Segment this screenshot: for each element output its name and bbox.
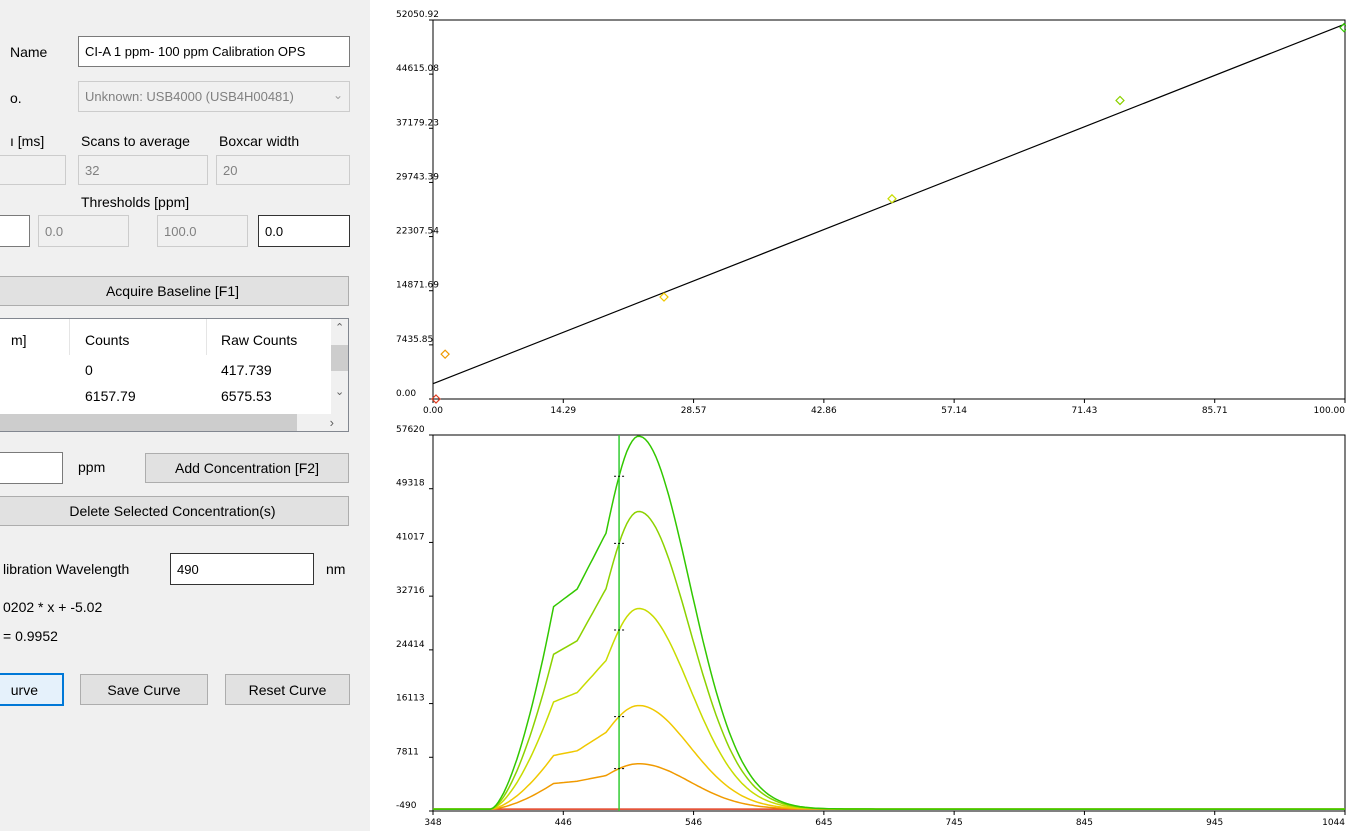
h-scrollbar-thumb[interactable] xyxy=(0,414,297,431)
x-tick-label: 42.86 xyxy=(811,406,837,416)
vertical-scrollbar[interactable]: ⌃ ⌄ xyxy=(331,319,348,415)
nm-unit-label: nm xyxy=(326,561,346,577)
spectrum-series-line xyxy=(433,435,1345,810)
r-squared-value: = 0.9952 xyxy=(3,628,58,644)
thresholds-label: Thresholds [ppm] xyxy=(81,194,190,210)
y-tick-label: 7435.85 xyxy=(396,335,433,345)
calibration-point[interactable] xyxy=(1115,95,1125,106)
calibration-point[interactable] xyxy=(1339,22,1346,33)
scroll-right-icon[interactable]: › xyxy=(329,415,334,430)
ppm-unit-label: ppm xyxy=(78,459,106,475)
x-tick-label: 100.00 xyxy=(1314,406,1346,416)
device-label: o. xyxy=(10,90,22,106)
x-tick-label: 845 xyxy=(1076,818,1093,828)
x-tick-label: 0.00 xyxy=(423,406,443,416)
y-tick-label: 44615.08 xyxy=(396,64,439,74)
chevron-down-icon: ⌄ xyxy=(332,88,343,102)
calibration-wavelength-input[interactable]: 490 xyxy=(170,553,314,585)
y-tick-label: 49318 xyxy=(396,479,425,489)
table-cell-counts: 6157.79 xyxy=(85,388,136,404)
x-tick-label: 745 xyxy=(946,818,963,828)
boxcar-width-label: Boxcar width xyxy=(219,133,300,149)
table-cell-counts: 0 xyxy=(85,362,93,378)
threshold-value-input[interactable]: 0.0 xyxy=(258,215,350,247)
calibration-curve-chart[interactable]: 0.00 7435.85 14871.69 22307.54 29743.39 37179… xyxy=(370,0,1346,418)
table-header-raw-counts[interactable]: Raw Counts xyxy=(221,332,298,348)
y-tick-label: 52050.92 xyxy=(396,10,439,20)
x-tick-label: 348 xyxy=(424,818,441,828)
table-header-counts[interactable]: Counts xyxy=(85,332,130,348)
scroll-down-icon[interactable]: ⌄ xyxy=(335,386,345,398)
integration-time-label: ı [ms] xyxy=(10,133,45,149)
table-cell-raw-counts: 6575.53 xyxy=(221,388,272,404)
scans-to-average-label: Scans to average xyxy=(81,133,190,149)
spectrum-plot-frame xyxy=(432,434,1346,812)
x-tick-label: 71.43 xyxy=(1072,406,1098,416)
calibration-wavelength-label: libration Wavelength xyxy=(3,561,130,577)
y-tick-label: 16113 xyxy=(396,694,425,704)
plot-area-frame xyxy=(432,19,1346,400)
x-tick-label: 57.14 xyxy=(941,406,967,416)
threshold-low-input[interactable]: 0.0 xyxy=(38,215,129,247)
reset-curve-button[interactable]: Reset Curve xyxy=(225,674,350,705)
calibration-point[interactable] xyxy=(659,292,669,302)
calibration-point[interactable] xyxy=(431,394,441,404)
threshold-start-input[interactable] xyxy=(0,215,30,247)
calibration-point[interactable] xyxy=(887,193,897,204)
y-tick-label: 41017 xyxy=(396,532,425,542)
device-select-value: Unknown: USB4000 (USB4H00481) xyxy=(85,89,294,104)
y-tick-label: 7811 xyxy=(396,747,419,757)
save-curve-button[interactable]: Save Curve xyxy=(80,674,208,705)
charts-area: 0.00 7435.85 14871.69 22307.54 29743.39 37179… xyxy=(370,0,1346,831)
y-tick-label: -490 xyxy=(396,801,417,811)
table-cell-raw-counts: 417.739 xyxy=(221,362,272,378)
x-tick-label: 945 xyxy=(1206,818,1223,828)
calibration-equation: 0202 * x + -5.02 xyxy=(3,599,103,615)
x-tick-label: 1044 xyxy=(1322,818,1345,828)
calibration-form-panel: Name CI-A 1 ppm- 100 ppm Calibration OPS… xyxy=(0,0,370,831)
calibration-name-input[interactable]: CI-A 1 ppm- 100 ppm Calibration OPS xyxy=(78,36,350,67)
calibration-point[interactable] xyxy=(440,349,450,360)
fit-line xyxy=(432,23,1346,385)
spectrum-chart[interactable]: -490 7811 16113 24414 32716 41017 49318 57620 3… xyxy=(370,418,1346,831)
x-tick-label: 546 xyxy=(685,818,702,828)
delete-selected-concentrations-button[interactable]: Delete Selected Concentration(s) xyxy=(0,496,349,526)
boxcar-width-input[interactable]: 20 xyxy=(216,155,350,185)
table-header-concentration[interactable]: m] xyxy=(11,332,27,348)
y-tick-label: 0.00 xyxy=(396,389,416,399)
x-tick-label: 14.29 xyxy=(550,406,576,416)
y-tick-label: 57620 xyxy=(396,425,425,435)
y-tick-label: 14871.69 xyxy=(396,281,439,291)
y-tick-label: 37179.23 xyxy=(396,118,439,128)
scrollbar-thumb[interactable] xyxy=(331,345,348,371)
curve-button[interactable]: urve xyxy=(0,673,64,706)
acquire-baseline-button[interactable]: Acquire Baseline [F1] xyxy=(0,276,349,306)
threshold-high-input[interactable]: 100.0 xyxy=(157,215,248,247)
name-label: Name xyxy=(10,44,48,60)
y-tick-label: 32716 xyxy=(396,586,425,596)
integration-time-input[interactable] xyxy=(0,155,66,185)
concentration-table: m] Counts Raw Counts 0 417.739 6157.79 6… xyxy=(0,318,349,432)
device-select[interactable]: Unknown: USB4000 (USB4H00481) ⌄ xyxy=(78,81,350,112)
y-tick-label: 22307.54 xyxy=(396,227,439,237)
y-tick-label: 24414 xyxy=(396,640,425,650)
x-tick-label: 85.71 xyxy=(1202,406,1228,416)
concentration-input[interactable] xyxy=(0,452,63,484)
x-tick-label: 28.57 xyxy=(681,406,707,416)
x-tick-label: 446 xyxy=(555,818,572,828)
horizontal-scrollbar[interactable]: › xyxy=(0,414,348,431)
x-tick-label: 645 xyxy=(815,818,832,828)
add-concentration-button[interactable]: Add Concentration [F2] xyxy=(145,453,349,483)
y-tick-label: 29743.39 xyxy=(396,172,439,182)
scans-to-average-input[interactable]: 32 xyxy=(78,155,208,185)
scroll-up-icon[interactable]: ⌃ xyxy=(335,322,345,334)
